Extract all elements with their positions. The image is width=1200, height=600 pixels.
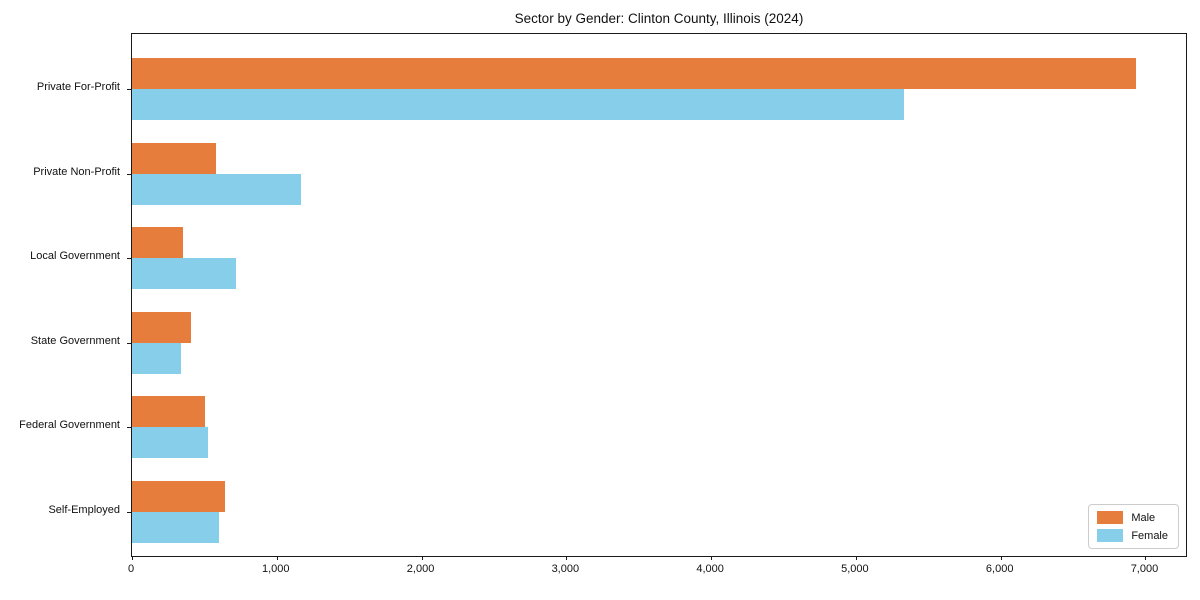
male-series-swatch <box>1097 511 1124 524</box>
bar-female-3 <box>132 258 236 290</box>
x-tick-label: 0 <box>127 563 135 575</box>
x-tick-mark <box>1145 556 1147 560</box>
bar-male-2 <box>132 142 216 174</box>
y-tick-mark <box>127 427 131 429</box>
legend: Male Female <box>1088 504 1179 549</box>
bar-female-1 <box>132 89 904 120</box>
y-category-label: Federal Government <box>19 419 120 432</box>
chart-title: Sector by Gender: Clinton County, Illino… <box>514 11 804 26</box>
y-category-label: State Government <box>30 334 120 347</box>
y-category-label: Self-Employed <box>48 504 120 516</box>
y-tick-mark <box>127 512 131 513</box>
x-tick-label: 5,000 <box>841 563 869 575</box>
y-tick-mark <box>127 89 131 90</box>
y-category-label: Private Non-Profit <box>33 165 120 178</box>
bar-female-6 <box>132 512 219 543</box>
legend-label-male: Male <box>1131 511 1156 524</box>
bar-male-5 <box>132 396 205 428</box>
y-category-label: Private For-Profit <box>36 81 120 93</box>
x-tick-label: 2,000 <box>406 563 435 575</box>
y-tick-mark <box>127 258 131 260</box>
legend-item-female: Female <box>1097 529 1168 542</box>
bar-female-5 <box>132 427 208 459</box>
y-category-label: Local Government <box>30 250 120 263</box>
bar-male-6 <box>132 481 225 512</box>
x-tick-label: 7,000 <box>1130 563 1159 575</box>
x-tick-label: 3,000 <box>551 563 580 575</box>
x-tick-label: 4,000 <box>696 563 724 575</box>
x-tick-mark <box>711 556 713 560</box>
bar-male-1 <box>132 58 1136 89</box>
y-tick-mark <box>127 342 131 344</box>
plot-area: Male Female <box>127 33 1187 560</box>
x-tick-label: 1,000 <box>262 563 290 575</box>
legend-label-female: Female <box>1131 529 1168 542</box>
bar-male-4 <box>132 311 191 343</box>
y-tick-mark <box>127 173 131 175</box>
x-tick-mark <box>421 556 423 560</box>
bar-female-2 <box>132 173 301 205</box>
x-tick-mark <box>276 556 278 560</box>
x-tick-mark <box>855 556 857 560</box>
x-tick-mark <box>1000 556 1002 560</box>
x-tick-mark <box>132 556 133 560</box>
legend-item-male: Male <box>1097 511 1168 524</box>
x-tick-mark <box>566 556 568 560</box>
bar-female-4 <box>132 342 181 374</box>
female-series-swatch <box>1097 529 1124 542</box>
bar-male-3 <box>132 227 183 259</box>
x-tick-label: 6,000 <box>985 563 1014 575</box>
